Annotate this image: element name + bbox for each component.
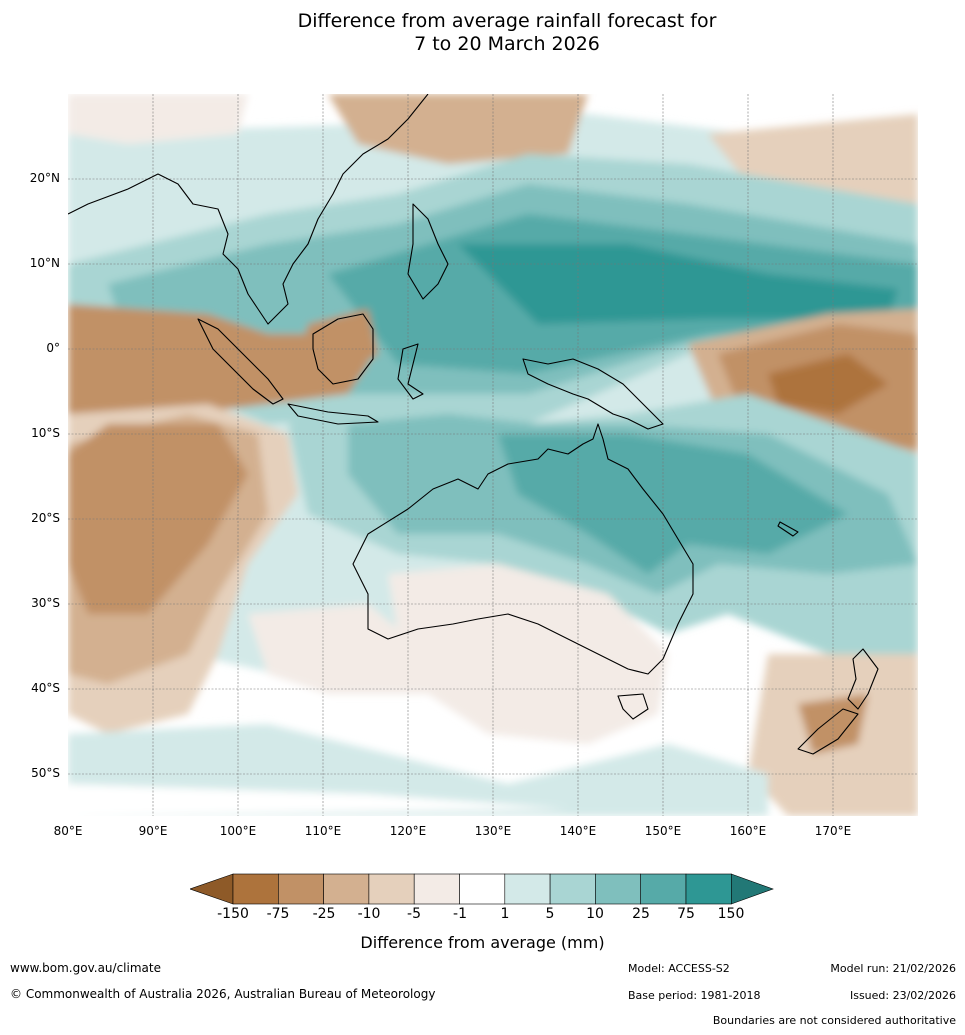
footer-disclaimer: Boundaries are not considered authoritat…: [712, 1014, 956, 1027]
australia-coastline: [352, 423, 694, 675]
java-coastline: [287, 403, 379, 425]
footer-issued: Issued: 23/02/2026: [849, 989, 956, 1002]
colorbar-bin: [232, 873, 279, 905]
colorbar-tick: 25: [632, 906, 650, 922]
new-zealand-north-coastline: [847, 648, 879, 710]
sumatra-coastline: [197, 318, 284, 405]
lon-label-110e: 110°E: [304, 824, 342, 838]
lon-label-100e: 100°E: [219, 824, 257, 838]
colorbar-bin: [504, 873, 551, 905]
footer-model: Model: ACCESS-S2: [628, 962, 730, 975]
colorbar-tick: -25: [312, 906, 336, 922]
colorbar: [190, 873, 774, 905]
map-title: Difference from average rainfall forecas…: [0, 10, 965, 56]
lon-label-170e: 170°E: [814, 824, 852, 838]
colorbar-bin: [640, 873, 687, 905]
graticule: [68, 94, 918, 816]
colorbar-extend-low: [190, 873, 234, 905]
footer-base-period: Base period: 1981-2018: [628, 989, 761, 1002]
colorbar-bin: [549, 873, 596, 905]
colorbar-bin: [459, 873, 506, 905]
colorbar-bin: [323, 873, 370, 905]
lon-label-160e: 160°E: [729, 824, 767, 838]
new-zealand-south-coastline: [797, 708, 859, 755]
title-line-2: 7 to 20 March 2026: [414, 33, 600, 55]
asia-coastline: [68, 94, 429, 325]
colorbar-bin: [368, 873, 415, 905]
lon-label-130e: 130°E: [474, 824, 512, 838]
colorbar-tick: 1: [500, 906, 510, 922]
colorbar-tick: -10: [357, 906, 381, 922]
lon-label-80e: 80°E: [53, 824, 83, 838]
lon-label-150e: 150°E: [644, 824, 682, 838]
lat-label-10n: 10°N: [29, 256, 60, 270]
lon-label-140e: 140°E: [559, 824, 597, 838]
footer-model-run: Model run: 21/02/2026: [830, 962, 956, 975]
lat-label-40s: 40°S: [31, 681, 60, 695]
coastlines: [68, 94, 879, 755]
lon-label-120e: 120°E: [389, 824, 427, 838]
colorbar-tick: 5: [545, 906, 555, 922]
colorbar-bin: [595, 873, 641, 905]
colorbar-tick: 75: [677, 906, 695, 922]
new-caledonia-coastline: [777, 521, 799, 537]
title-line-1: Difference from average rainfall forecas…: [297, 10, 717, 32]
colorbar-tick: -1: [453, 906, 467, 922]
colorbar-tick: -5: [407, 906, 421, 922]
lat-label-30s: 30°S: [31, 596, 60, 610]
colorbar-bin: [685, 873, 732, 905]
lat-label-10s: 10°S: [31, 426, 60, 440]
lon-label-90e: 90°E: [138, 824, 168, 838]
rainfall-anomaly-fields: [68, 94, 918, 816]
rainfall-map: [68, 94, 918, 816]
sulawesi-coastline: [397, 343, 424, 400]
tasmania-coastline: [617, 693, 649, 720]
colorbar-tick: -75: [266, 906, 290, 922]
colorbar-tick: -150: [217, 906, 249, 922]
footer-url: www.bom.gov.au/climate: [10, 961, 161, 975]
colorbar-extend-high: [730, 873, 774, 905]
colorbar-label: Difference from average (mm): [360, 933, 605, 952]
lat-label-20s: 20°S: [31, 511, 60, 525]
borneo-coastline: [312, 313, 374, 385]
colorbar-tick: 10: [586, 906, 604, 922]
lat-label-50s: 50°S: [31, 766, 60, 780]
colorbar-bin: [278, 873, 324, 905]
new-guinea-coastline: [522, 358, 664, 430]
footer-copyright: © Commonwealth of Australia 2026, Austra…: [10, 987, 436, 1001]
colorbar-bin: [413, 873, 460, 905]
philippines-coastline: [407, 203, 449, 300]
lat-label-20n: 20°N: [29, 171, 60, 185]
colorbar-tick: 150: [717, 906, 745, 922]
lat-label-0: 0°: [46, 341, 60, 355]
